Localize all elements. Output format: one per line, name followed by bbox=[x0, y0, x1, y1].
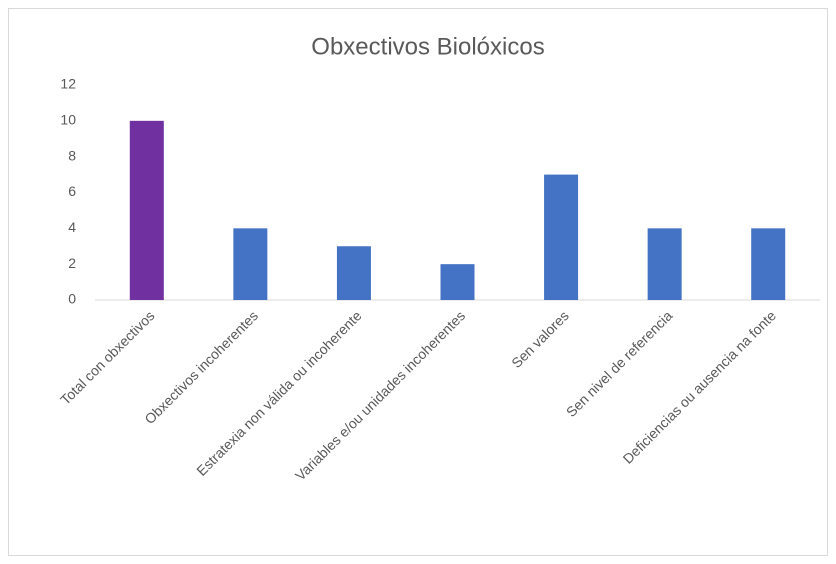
bar bbox=[440, 264, 475, 300]
y-tick-label: 10 bbox=[60, 112, 76, 128]
y-tick-label: 4 bbox=[68, 219, 76, 235]
bar bbox=[751, 228, 786, 300]
y-tick-label: 12 bbox=[60, 76, 76, 92]
y-tick-label: 6 bbox=[68, 183, 76, 199]
bar bbox=[544, 174, 579, 300]
bar bbox=[336, 246, 371, 300]
bar bbox=[233, 228, 268, 300]
y-tick-label: 8 bbox=[68, 147, 76, 163]
y-tick-label: 2 bbox=[68, 255, 76, 271]
chart-title: Obxectivos Biolóxicos bbox=[311, 33, 544, 60]
bar bbox=[129, 120, 164, 300]
bar bbox=[647, 228, 682, 300]
y-tick-label: 0 bbox=[68, 291, 76, 307]
